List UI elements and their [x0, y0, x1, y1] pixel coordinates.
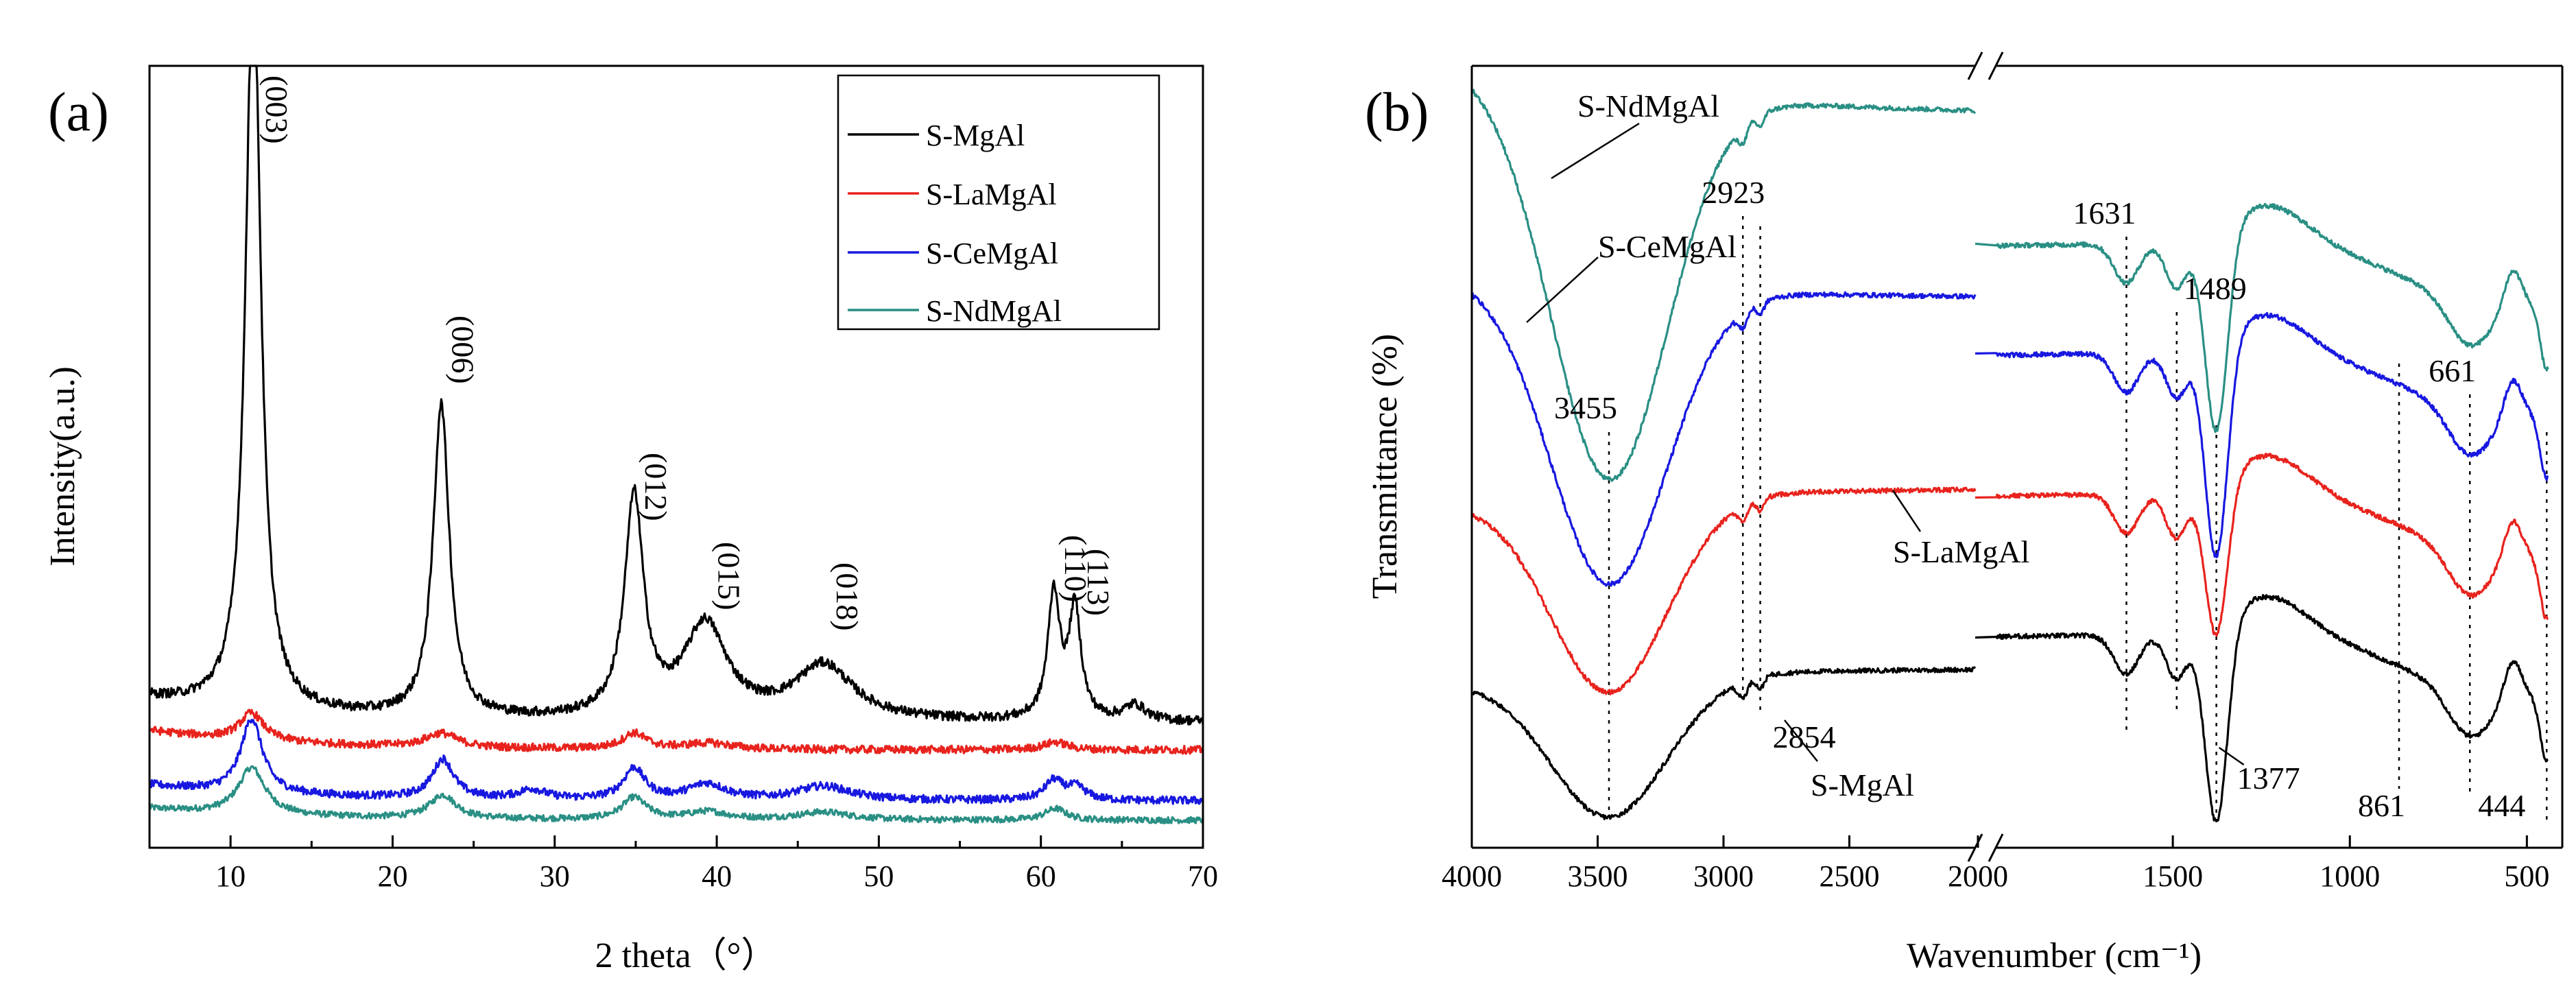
panel-a-xtick-label: 70: [1188, 859, 1218, 893]
ftir-series-s-mgal-high: [1470, 666, 1977, 820]
ftir-series-s-ndmgal-high: [1470, 88, 1977, 482]
peak-label-015: (015): [711, 542, 746, 610]
panel-a-ylabel: Intensity(a.u.): [43, 366, 82, 567]
series-label-s-cemgal: S-CeMgAl: [1598, 229, 1737, 264]
annotation-2923: 2923: [1702, 175, 1765, 210]
peak-label-110: (110): [1058, 535, 1093, 602]
annotation-2854: 2854: [1773, 719, 1836, 754]
panel-b-xtick-label: 3500: [1568, 859, 1628, 893]
panel-b-ticks: 4000 3500 3000 2500 2000 1500 1000 500: [1442, 835, 2549, 893]
panel-b: (b) Transmittance (%) Wavenumber (cm⁻¹) …: [1365, 51, 2564, 975]
annotation-1631: 1631: [2073, 195, 2136, 230]
axis-break-mark: [1967, 833, 1983, 862]
xrd-series-s-cemgal: [148, 719, 1204, 805]
leader-1377: [2218, 746, 2245, 766]
series-label-s-ndmgal: S-NdMgAl: [1577, 88, 1719, 123]
panel-a: (a) Intensity(a.u.) 2 theta（°） (003) (006…: [43, 64, 1218, 975]
panel-b-series-labels: S-NdMgAl S-CeMgAl S-LaMgAl S-MgAl: [1526, 88, 2029, 802]
panel-b-xtick-label: 1500: [2143, 859, 2203, 893]
panel-b-series-group: [1470, 88, 2549, 822]
peak-label-003: (003): [259, 75, 294, 144]
ftir-series-s-cemgal-high: [1470, 291, 1977, 587]
annotation-661: 661: [2429, 353, 2476, 388]
panel-a-xtick-label: 60: [1026, 859, 1056, 893]
annotation-444: 444: [2478, 788, 2525, 823]
panel-b-xtick-label: 2000: [1948, 859, 2008, 893]
ftir-series-s-mgal-low: [1975, 594, 2549, 822]
xrd-series-s-lamgal: [149, 709, 1204, 755]
annotation-1377: 1377: [2237, 761, 2300, 796]
panel-a-xtick-label: 10: [215, 859, 246, 893]
ftir-series-s-lamgal-high: [1471, 486, 1977, 695]
panel-b-xtick-label: 4000: [1442, 859, 1502, 893]
panel-b-xtick-label: 500: [2504, 859, 2549, 893]
panel-b-label: (b): [1365, 82, 1429, 143]
series-label-s-lamgal: S-LaMgAl: [1893, 534, 2029, 569]
peak-label-012: (012): [639, 453, 673, 521]
legend-entry-s-mgal: S-MgAl: [926, 119, 1025, 152]
series-label-s-mgal: S-MgAl: [1811, 767, 1914, 802]
series-label-leader-s-cemgal: [1526, 257, 1599, 323]
panel-a-xlabel: 2 theta（°）: [595, 936, 777, 975]
panel-b-xtick-label: 1000: [2319, 859, 2380, 893]
panel-a-frame: [148, 64, 1204, 849]
panel-b-xlabel: Wavenumber (cm⁻¹): [1907, 936, 2202, 975]
panel-a-xtick-label: 40: [702, 859, 732, 893]
series-label-leader-s-mgal: [1784, 719, 1818, 762]
panel-a-ticks: 10 20 30 40 50 60 70: [148, 835, 1218, 893]
panel-a-peak-labels: (003) (006) (012) (015) (018) (110)(113): [259, 75, 1116, 631]
annotation-1489: 1489: [2184, 271, 2247, 306]
panel-b-guide-lines: [1608, 216, 2548, 823]
panel-a-xtick-label: 20: [377, 859, 407, 893]
ftir-series-s-cemgal-low: [1975, 311, 2549, 558]
panel-b-xtick-label: 3000: [1693, 859, 1754, 893]
ftir-series-s-ndmgal-low: [1975, 202, 2549, 433]
panel-a-xtick-label: 50: [863, 859, 894, 893]
axis-break-mark: [1988, 51, 2004, 80]
legend-entry-s-lamgal: S-LaMgAl: [926, 178, 1057, 211]
axis-break-mark: [1967, 51, 1983, 80]
panel-b-xtick-label: 2500: [1820, 859, 1880, 893]
annotation-3455: 3455: [1554, 390, 1617, 425]
panel-b-ylabel: Transmittance (%): [1365, 334, 1405, 599]
panel-a-legend: S-MgAl S-LaMgAl S-CeMgAl S-NdMgAl: [837, 74, 1160, 331]
series-label-leader-s-ndmgal: [1551, 122, 1640, 180]
xrd-series-s-ndmgal: [148, 765, 1204, 824]
series-label-leader-s-lamgal: [1892, 490, 1922, 532]
legend-box: [837, 74, 1160, 331]
axis-break-mark: [1988, 833, 2004, 862]
peak-label-113: (113): [1081, 549, 1116, 616]
peak-label-018: (018): [830, 562, 865, 631]
panel-a-label: (a): [48, 82, 109, 143]
xrd-series-s-mgal: [148, 64, 1204, 726]
peak-label-006: (006): [446, 316, 481, 384]
annotation-861: 861: [2358, 788, 2405, 823]
legend-entry-s-ndmgal: S-NdMgAl: [926, 294, 1062, 328]
panel-a-xtick-label: 30: [540, 859, 570, 893]
panel-a-series-group: [148, 64, 1204, 824]
legend-entry-s-cemgal: S-CeMgAl: [926, 237, 1058, 270]
panel-b-annotations: 3455 2923 2854 1631 1489 1377 861 661 444: [1554, 175, 2525, 823]
ftir-series-s-lamgal-low: [1975, 453, 2549, 637]
